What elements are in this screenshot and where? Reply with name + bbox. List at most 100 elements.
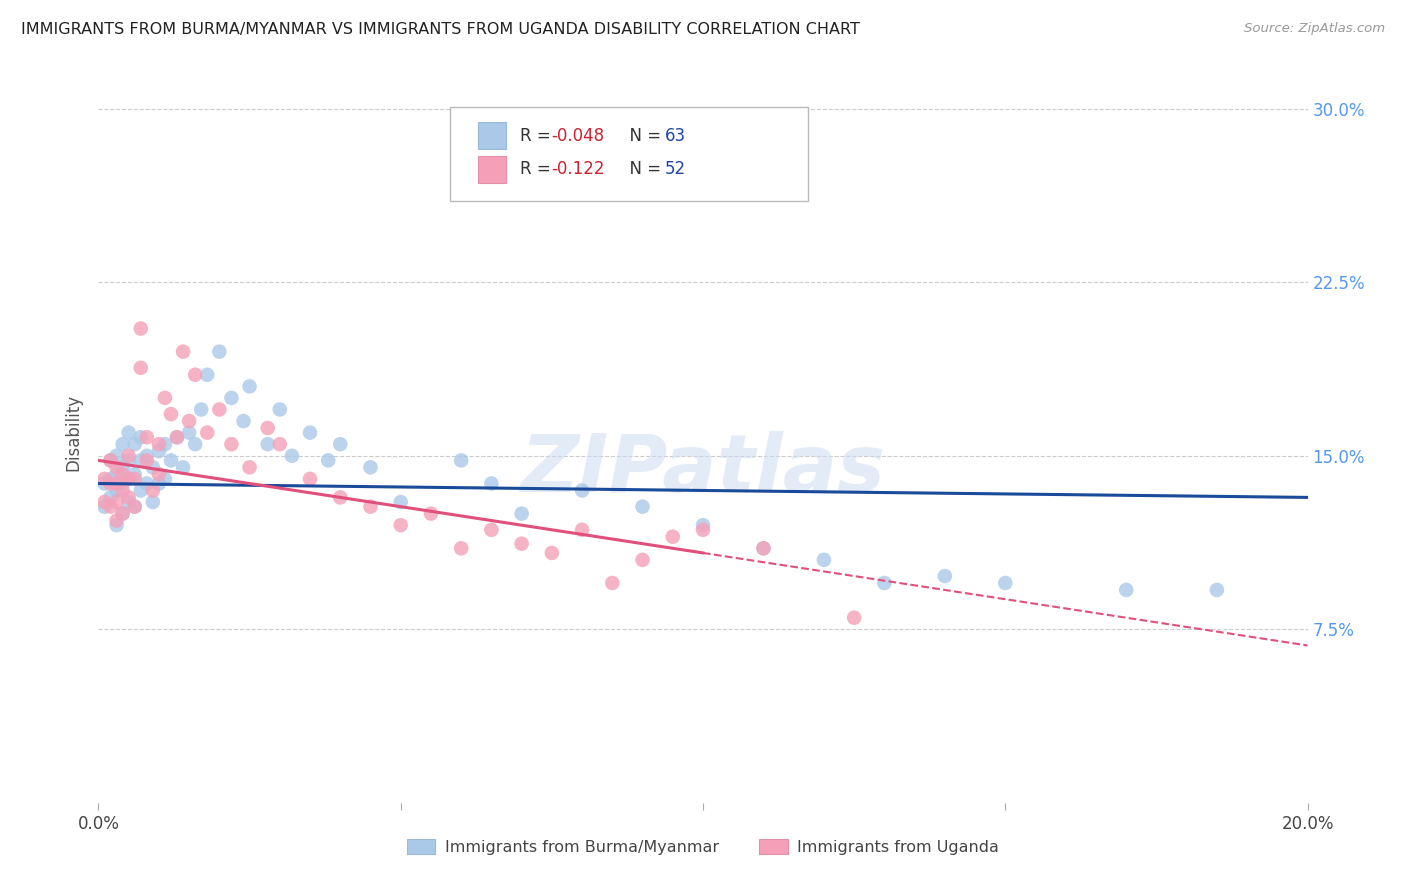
Point — [239, 379, 262, 393]
Point — [540, 546, 562, 560]
Point — [190, 402, 212, 417]
Point — [184, 368, 207, 382]
Point — [631, 553, 654, 567]
Point — [142, 495, 165, 509]
Point — [148, 437, 170, 451]
Point — [118, 495, 141, 509]
Point — [124, 437, 146, 451]
Point — [1206, 582, 1229, 597]
Text: -0.048: -0.048 — [551, 127, 605, 145]
Point — [124, 467, 146, 482]
Point — [360, 460, 382, 475]
Point — [129, 453, 152, 467]
Point — [135, 430, 157, 444]
Point — [179, 425, 201, 440]
Point — [153, 437, 176, 451]
Point — [299, 425, 322, 440]
Point — [389, 518, 412, 533]
Point — [160, 453, 183, 467]
Point — [153, 391, 176, 405]
Point — [179, 414, 201, 428]
Point — [873, 576, 896, 591]
Point — [195, 425, 218, 440]
Point — [1115, 582, 1137, 597]
Text: IMMIGRANTS FROM BURMA/MYANMAR VS IMMIGRANTS FROM UGANDA DISABILITY CORRELATION C: IMMIGRANTS FROM BURMA/MYANMAR VS IMMIGRA… — [21, 22, 860, 37]
Point — [631, 500, 654, 514]
Text: N =: N = — [619, 127, 666, 145]
Text: R =: R = — [520, 127, 557, 145]
Point — [118, 472, 141, 486]
Point — [105, 483, 128, 498]
Point — [105, 495, 128, 509]
Point — [510, 507, 533, 521]
Point — [481, 523, 503, 537]
Point — [232, 414, 254, 428]
Point — [118, 472, 141, 486]
Point — [148, 476, 170, 491]
Point — [135, 453, 157, 467]
Point — [329, 437, 352, 451]
Point — [208, 402, 231, 417]
Point — [692, 518, 714, 533]
Point — [129, 360, 152, 375]
Point — [481, 476, 503, 491]
Point — [269, 437, 291, 451]
Point — [111, 467, 134, 482]
Text: 63: 63 — [665, 127, 686, 145]
Point — [111, 460, 134, 475]
Point — [129, 430, 152, 444]
Point — [208, 344, 231, 359]
Point — [93, 495, 115, 509]
Text: R =: R = — [520, 161, 561, 178]
Point — [124, 472, 146, 486]
Point — [100, 491, 122, 505]
Point — [148, 467, 170, 482]
Point — [172, 460, 194, 475]
Point — [142, 483, 165, 498]
Point — [148, 444, 170, 458]
Point — [118, 449, 141, 463]
Point — [221, 437, 243, 451]
Point — [105, 449, 128, 463]
Point — [100, 500, 122, 514]
Point — [105, 476, 128, 491]
Point — [153, 472, 176, 486]
Point — [105, 467, 128, 482]
Point — [844, 610, 866, 624]
Point — [93, 500, 115, 514]
Point — [692, 523, 714, 537]
Point — [93, 472, 115, 486]
Point — [160, 407, 183, 421]
Point — [813, 553, 835, 567]
Point — [129, 483, 152, 498]
Point — [510, 536, 533, 550]
Point — [420, 507, 443, 521]
Point — [752, 541, 775, 556]
Point — [111, 437, 134, 451]
Point — [93, 476, 115, 491]
Point — [195, 368, 218, 382]
Point — [111, 507, 134, 521]
Point — [172, 344, 194, 359]
Text: ZIPatlas: ZIPatlas — [520, 431, 886, 508]
Point — [135, 449, 157, 463]
Point — [118, 453, 141, 467]
Point — [239, 460, 262, 475]
Point — [360, 500, 382, 514]
Point — [316, 453, 339, 467]
Point — [111, 483, 134, 498]
Point — [256, 421, 278, 435]
Point — [100, 472, 122, 486]
Point — [450, 453, 472, 467]
Point — [105, 518, 128, 533]
Point — [124, 500, 146, 514]
Point — [602, 576, 624, 591]
Point — [450, 541, 472, 556]
Point — [118, 425, 141, 440]
Point — [329, 491, 352, 505]
Point — [129, 321, 152, 335]
Point — [752, 541, 775, 556]
Point — [118, 491, 141, 505]
Text: N =: N = — [619, 161, 666, 178]
Point — [105, 514, 128, 528]
